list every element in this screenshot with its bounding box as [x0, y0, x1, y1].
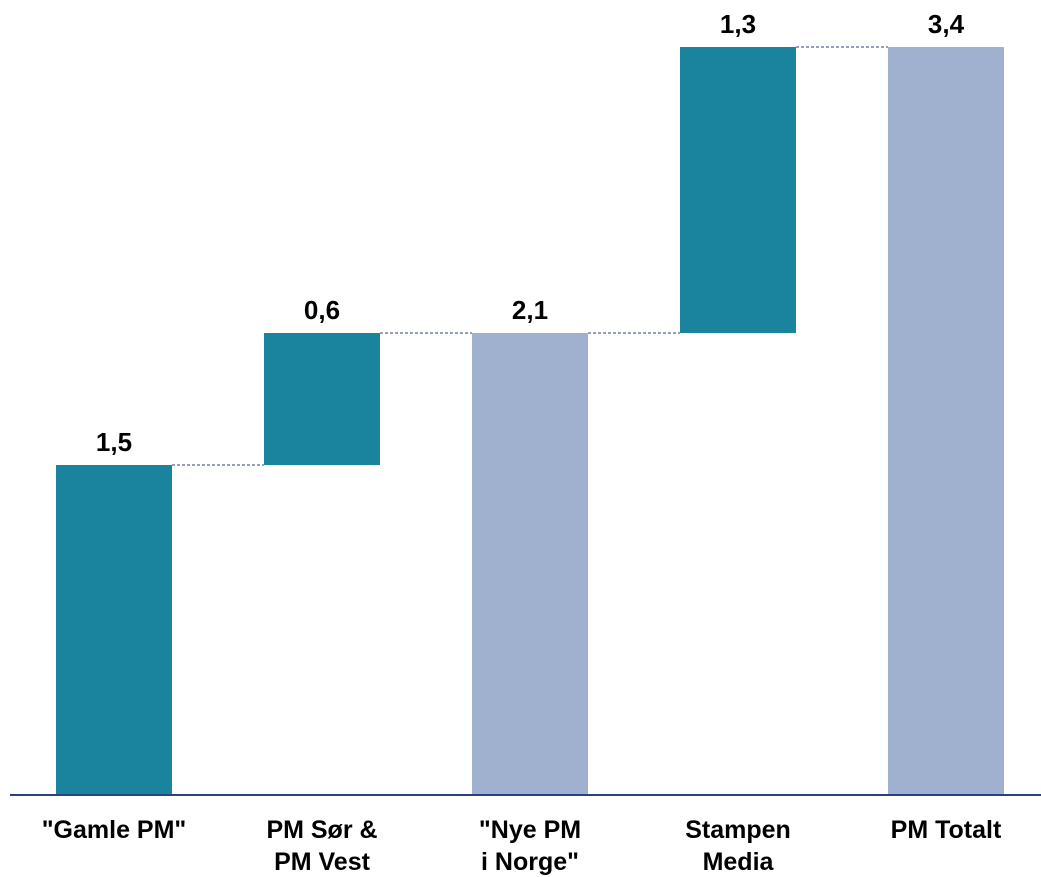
value-label-5: 3,4 [928, 9, 965, 39]
value-label-2: 0,6 [304, 295, 340, 325]
category-label-2: PM Sør & PM Vest [266, 816, 377, 876]
category-label-1: "Gamle PM" [42, 816, 187, 844]
bar-5 [888, 47, 1004, 795]
bars [56, 47, 1004, 795]
bar-2 [264, 333, 380, 465]
bar-3 [472, 333, 588, 795]
value-label-3: 2,1 [512, 295, 548, 325]
category-label-4: Stampen Media [685, 816, 791, 876]
connector-lines [172, 46, 888, 466]
bar-4 [680, 47, 796, 333]
value-label-4: 1,3 [720, 9, 756, 39]
category-label-5: PM Totalt [891, 816, 1002, 844]
value-labels: 1,5 0,6 2,1 1,3 3,4 [96, 9, 965, 457]
bar-1 [56, 465, 172, 795]
value-label-1: 1,5 [96, 427, 132, 457]
category-label-3: "Nye PM i Norge" [479, 816, 581, 876]
category-labels: "Gamle PM" PM Sør & PM Vest "Nye PM i Norge"… [42, 816, 1002, 876]
